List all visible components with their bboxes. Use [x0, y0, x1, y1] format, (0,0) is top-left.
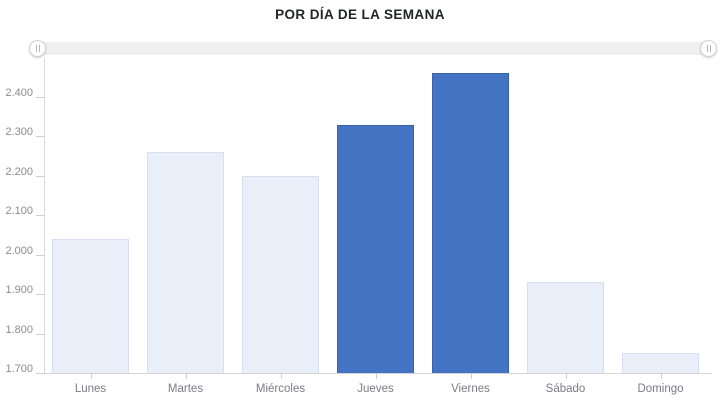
x-axis-tick [90, 373, 92, 379]
y-axis-line [44, 58, 45, 373]
y-axis-tick-label: 2.000 [5, 244, 33, 257]
y-axis-tick [36, 373, 44, 374]
y-axis-tick-label: 1.900 [5, 284, 33, 297]
x-axis-category-label: Viernes [451, 383, 490, 395]
drag-grip-icon [35, 45, 40, 52]
x-axis-line [36, 373, 712, 374]
y-axis-tick-label: 2.300 [5, 126, 33, 139]
x-axis-tick [660, 373, 662, 379]
chart-title: POR DÍA DE LA SEMANA [275, 7, 445, 22]
y-axis-tick [36, 254, 44, 256]
x-axis-category-label: Martes [167, 383, 204, 395]
drag-grip-icon [706, 45, 711, 52]
x-axis-category-label: Domingo [637, 383, 684, 395]
x-axis-category-label: Lunes [74, 383, 107, 395]
bar-domingo[interactable] [622, 353, 699, 373]
y-axis-tick-label: 2.400 [5, 87, 33, 99]
bar-viernes[interactable] [432, 73, 509, 373]
bar-martes[interactable] [147, 152, 224, 373]
y-axis-tick [36, 333, 44, 335]
x-axis-tick [375, 373, 377, 379]
y-axis-tick [36, 215, 44, 217]
scrollbar-right-grip[interactable] [700, 40, 717, 57]
y-axis-tick [36, 136, 44, 138]
bar-jueves[interactable] [337, 124, 414, 373]
scrollbar-track[interactable] [37, 42, 710, 55]
x-axis-category-label: Jueves [357, 383, 394, 395]
x-axis-tick [470, 373, 472, 379]
y-axis-tick-label: 1.800 [5, 323, 33, 336]
bar-miercoles[interactable] [242, 175, 319, 373]
x-axis-category-label: Sábado [545, 383, 586, 395]
y-axis-tick [36, 97, 44, 98]
y-axis-tick-label: 2.100 [5, 205, 33, 218]
x-axis-tick [565, 373, 567, 379]
y-axis-tick [36, 294, 44, 296]
y-axis-tick-label: 2.200 [5, 165, 33, 178]
x-axis-category-label: Miércoles [255, 383, 306, 395]
x-axis-tick [185, 373, 187, 379]
scrollbar-left-grip[interactable] [29, 40, 46, 57]
bar-lunes[interactable] [52, 238, 129, 373]
y-axis-tick-label: 1.700 [5, 363, 33, 375]
y-axis-tick [36, 175, 44, 177]
x-axis-tick [280, 373, 282, 379]
bar-sabado[interactable] [527, 282, 604, 373]
